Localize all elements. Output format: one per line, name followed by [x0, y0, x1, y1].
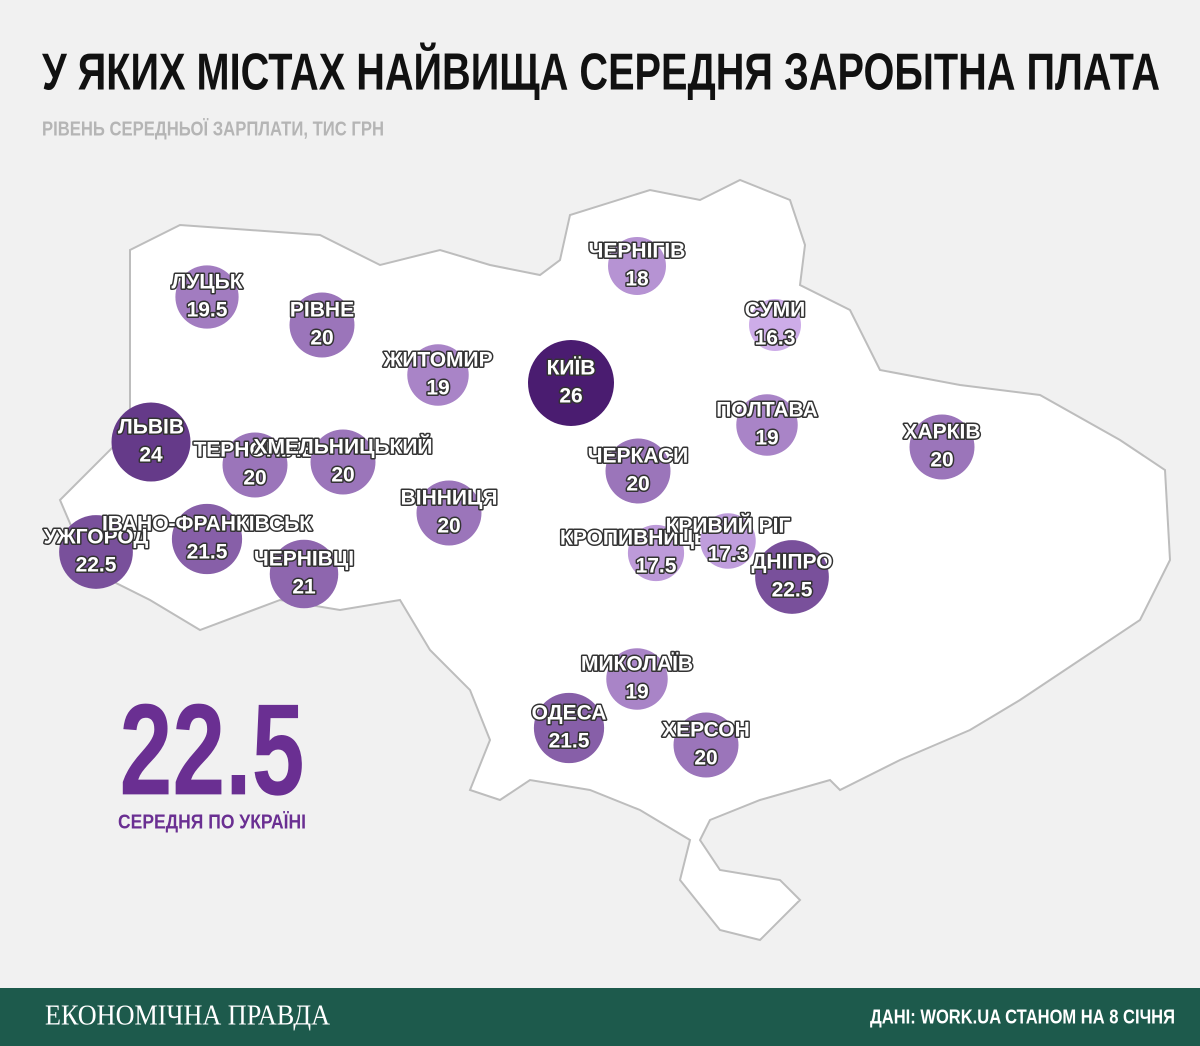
city-name: ЛЬВІВ [118, 416, 184, 439]
city-value: 22.5 [772, 579, 813, 602]
city-value: 21.5 [549, 730, 590, 753]
city-value: 20 [310, 327, 333, 350]
city-name: ЧЕРНІВЦІ [254, 548, 354, 571]
country-outline [58, 178, 1172, 942]
city-value: 20 [930, 449, 953, 472]
city-name: ДНІПРО [751, 551, 832, 574]
city-name: ХАРКІВ [904, 421, 981, 444]
city-circle [673, 712, 739, 778]
city-circle [528, 340, 614, 426]
city-name: КРИВИЙ РІГ [666, 514, 791, 538]
city-name: ХЕРСОН [662, 719, 750, 742]
city-circle [111, 402, 191, 482]
city-circle [171, 503, 243, 575]
city-name: ІВАНО-ФРАНКІВСЬК [102, 513, 312, 536]
city-circle [175, 265, 239, 329]
city-value: 20 [626, 473, 649, 496]
city-value: 20 [243, 467, 266, 490]
city-name: ЛУЦЬК [171, 271, 242, 294]
city-name: ПОЛТАВА [716, 399, 818, 422]
city-name: ТЕРНОПІЛЬ [193, 439, 316, 462]
city-value: 19 [625, 681, 648, 704]
city-value: 20 [331, 464, 354, 487]
footer-source: ДАНІ: WORK.UA СТАНОМ НА 8 СІЧНЯ [870, 1006, 1175, 1028]
city-circle [533, 692, 605, 764]
city-name: СУМИ [745, 299, 806, 322]
city-circle [222, 432, 288, 498]
city-value: 20 [437, 515, 460, 538]
city-name: ЧЕРНІГІВ [589, 240, 686, 263]
cities: ЛУЦЬК 19.5 РІВНЕ 20 ЖИТОМИР 19 КИЇВ 26 ЧЕРНІГІВ 1… [42, 237, 982, 778]
city-value: 24 [139, 444, 163, 467]
footer-brand: ЕКОНОМІЧНА ПРАВДА [45, 1000, 331, 1031]
city-circle [608, 237, 666, 295]
city-circle [700, 513, 756, 569]
national-average-value: 22.5 [120, 676, 305, 822]
city-circle [289, 292, 355, 358]
city-circle [59, 515, 133, 589]
city-name: ОДЕСА [532, 702, 607, 725]
city-value: 16.3 [755, 327, 796, 350]
city-name: РІВНЕ [290, 299, 354, 322]
city-circle [749, 299, 801, 351]
city-name: ВІННИЦЯ [401, 487, 498, 510]
city-value: 18 [625, 268, 649, 291]
national-average-label: СЕРЕДНЯ ПО УКРАЇНІ [118, 810, 306, 833]
city-circle [606, 648, 668, 710]
city-value: 21 [292, 576, 316, 599]
city-value: 17.5 [636, 555, 677, 578]
city-value: 26 [559, 385, 582, 408]
city-circle [909, 414, 975, 480]
city-circle [605, 438, 671, 504]
city-value: 19 [755, 427, 778, 450]
city-name: ХМЕЛЬНИЦЬКИЙ [253, 435, 432, 459]
city-value: 20 [694, 747, 717, 770]
city-value: 19 [426, 377, 449, 400]
city-name: УЖГОРОД [44, 526, 149, 549]
city-circle [269, 539, 339, 609]
city-value: 19.5 [187, 299, 228, 322]
city-circle [416, 480, 482, 546]
city-value: 17.3 [708, 543, 749, 566]
city-circle [407, 344, 469, 406]
city-name: ЖИТОМИР [382, 349, 492, 372]
city-circle [627, 524, 685, 582]
city-value: 21.5 [187, 541, 228, 564]
city-name: КИЇВ [547, 357, 596, 380]
city-name: МИКОЛАЇВ [581, 653, 693, 676]
city-name: ЧЕРКАСИ [588, 445, 689, 468]
city-circle [736, 394, 798, 456]
city-circle [310, 429, 376, 495]
subtitle: РІВЕНЬ СЕРЕДНЬОЇ ЗАРПЛАТИ, ТИС ГРН [42, 117, 384, 140]
city-value: 22.5 [76, 554, 117, 577]
title: У ЯКИХ МІСТАХ НАЙВИЩА СЕРЕДНЯ ЗАРОБІТНА … [42, 43, 1160, 102]
footer-band [0, 988, 1200, 1046]
city-circle [755, 540, 829, 614]
